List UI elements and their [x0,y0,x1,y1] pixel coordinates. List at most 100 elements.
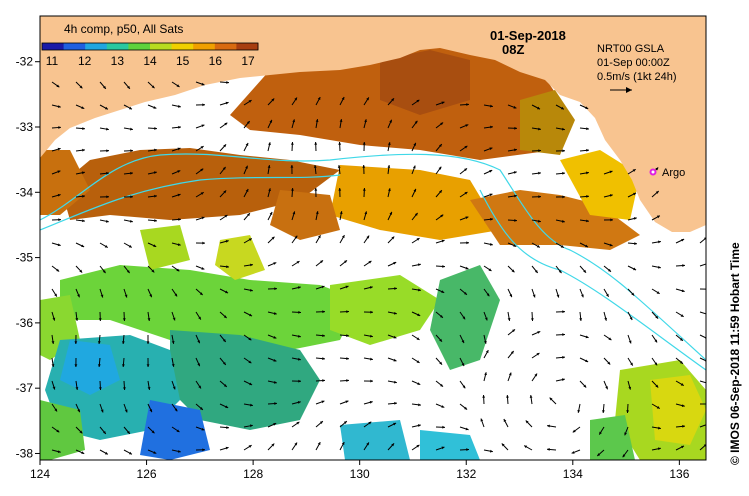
colorbar-tick-label: 16 [209,54,223,68]
velocity-arrow [435,425,446,429]
velocity-arrow [267,262,277,267]
colorbar-frame [41,42,259,51]
velocity-arrow [123,104,133,110]
velocity-arrow [99,403,104,413]
velocity-arrow [243,263,253,267]
velocity-arrow [555,219,565,223]
velocity-arrow [195,288,204,296]
velocity-arrow [99,127,109,131]
velocity-arrow [555,310,566,314]
velocity-arrow [675,238,685,244]
velocity-arrow [531,352,540,359]
colorbar-tick-label: 13 [111,54,125,68]
velocity-arrow [314,187,318,198]
colorbar-swatch [42,43,65,50]
velocity-arrow [387,357,397,362]
velocity-arrow [74,334,78,345]
velocity-arrow [171,334,175,344]
velocity-arrow [411,99,420,106]
velocity-arrow [171,288,178,297]
velocity-arrow [459,426,469,431]
velocity-arrow [291,260,300,267]
velocity-arrow [75,311,79,321]
velocity-arrow [411,237,420,244]
velocity-arrow [459,103,470,106]
velocity-arrow [243,165,248,175]
velocity-arrow [435,403,445,408]
velocity-arrow [435,264,446,268]
velocity-arrow [483,265,492,272]
product-time-label: 01-Sep 00:00Z [597,57,670,69]
velocity-arrow [579,171,589,175]
velocity-arrow [51,104,61,108]
velocity-arrow [315,285,325,290]
velocity-arrow [51,218,62,222]
velocity-arrow [627,242,638,246]
velocity-arrow [363,421,372,428]
velocity-arrow [435,122,444,129]
velocity-arrow [219,144,227,152]
velocity-arrow [435,357,443,365]
velocity-arrow [459,265,469,270]
velocity-arrow [483,334,487,344]
velocity-arrow [483,372,487,382]
velocity-arrow [339,379,350,382]
velocity-arrow [339,310,350,314]
velocity-arrow [195,103,206,107]
velocity-arrow [459,191,468,198]
velocity-arrow [99,449,109,455]
velocity-arrow [171,81,180,88]
velocity-arrow [171,242,181,246]
velocity-arrow [243,142,249,152]
velocity-arrow [435,101,445,106]
velocity-arrow [147,104,157,109]
velocity-arrow [411,334,420,341]
x-tick-label: 130 [350,467,370,481]
velocity-arrow [547,424,557,428]
velocity-arrow [435,311,444,319]
plot-frame [39,15,707,461]
velocity-arrow [147,311,151,321]
velocity-arrow [483,449,493,453]
velocity-arrow [243,188,249,198]
velocity-arrow [531,373,538,382]
velocity-arrow [525,420,533,428]
velocity-arrow [219,122,228,129]
velocity-arrow [267,142,271,152]
velocity-arrow [482,394,486,405]
velocity-arrow [339,334,350,338]
velocity-arrow [675,380,684,387]
velocity-arrow [555,265,562,274]
velocity-arrow [171,403,178,412]
velocity-arrow [387,311,397,315]
land-australia [40,16,706,232]
velocity-arrow [363,97,370,106]
velocity-arrow [675,357,684,365]
time-label: 08Z [502,42,524,57]
velocity-arrow [315,234,321,244]
velocity-arrow [121,334,125,345]
velocity-arrow [123,149,134,153]
velocity-arrow [459,241,470,245]
product-label: NRT00 GSLA [597,43,665,55]
velocity-arrow [603,311,608,321]
colorbar-swatch [128,43,151,50]
velocity-arrow [387,287,398,290]
velocity-arrow [651,426,661,430]
velocity-arrow [267,98,275,106]
velocity-arrow [123,426,131,435]
velocity-arrow [387,211,393,221]
velocity-arrow [51,311,56,321]
velocity-arrow [523,445,533,451]
velocity-arrow [435,446,445,451]
velocity-arrow [171,218,182,221]
velocity-arrow [315,379,326,383]
velocity-arrow [338,141,342,152]
velocity-arrow [99,426,107,435]
velocity-arrow [651,447,661,451]
colorbar-swatch [236,43,259,50]
velocity-arrow [435,288,445,294]
velocity-arrow [411,212,418,221]
velocity-arrow [507,288,513,298]
